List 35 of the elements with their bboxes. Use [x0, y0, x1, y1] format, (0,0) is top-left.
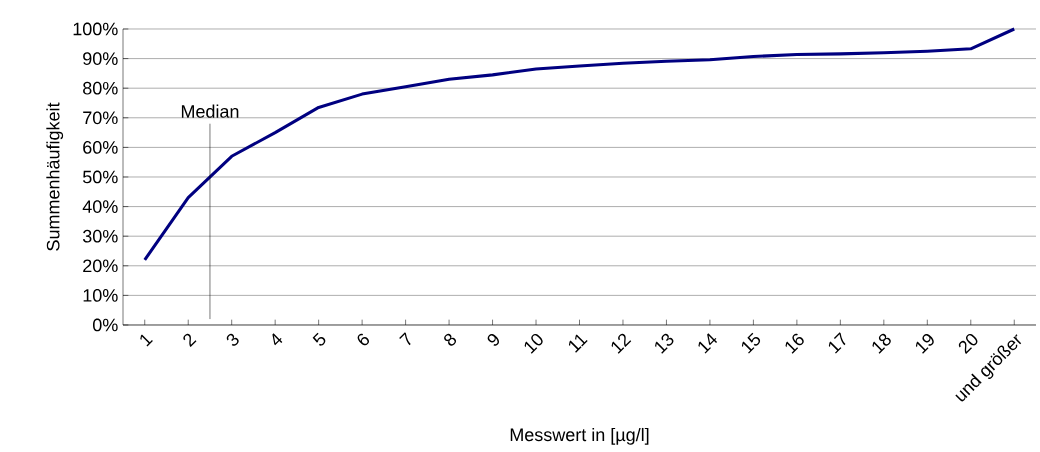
- y-axis-title: Summenhäufigkeit: [46, 102, 64, 251]
- x-tick-label: 12: [611, 333, 632, 354]
- y-tick-label: 20%: [83, 259, 118, 273]
- x-tick-label: 17: [828, 332, 846, 354]
- x-tick-label: 7: [399, 332, 411, 346]
- x-tick-label: 16: [785, 333, 804, 354]
- x-tick-label: 15: [741, 332, 761, 354]
- x-tick-label: 11: [568, 334, 588, 353]
- x-tick-label: 1: [140, 334, 153, 347]
- x-tick-label: 2: [183, 333, 197, 347]
- x-tick-label: 13: [655, 333, 674, 354]
- x-tick-label: 20: [958, 333, 978, 355]
- y-tick-label: 70%: [83, 111, 118, 125]
- y-tick-label: 90%: [83, 52, 118, 65]
- x-tick-label: 5: [312, 332, 326, 346]
- y-tick-label: 30%: [82, 229, 118, 243]
- y-tick-label: 50%: [82, 170, 118, 184]
- x-tick-label: 9: [487, 334, 499, 346]
- ref-line-label: Median: [181, 104, 239, 118]
- x-tick-label: 8: [444, 333, 457, 346]
- x-tick-label: 19: [915, 334, 934, 354]
- x-tick-label: 10: [524, 333, 543, 354]
- x-tick-label: 4: [272, 333, 283, 346]
- x-axis-title: Messwert in [µg/l]: [510, 427, 649, 445]
- y-tick-label: 80%: [83, 81, 118, 95]
- x-tick-label: 3: [226, 333, 239, 346]
- x-tick-label: 14: [698, 333, 718, 354]
- y-tick-label: 100%: [73, 22, 118, 36]
- x-tick-label: 18: [872, 333, 891, 354]
- y-tick-label: 60%: [83, 141, 118, 154]
- x-tick-label: 6: [357, 333, 370, 346]
- y-tick-label: 10%: [83, 289, 118, 302]
- y-tick-label: 40%: [82, 200, 118, 213]
- line-series: [143, 27, 1016, 262]
- y-tick-label: 0%: [92, 318, 118, 332]
